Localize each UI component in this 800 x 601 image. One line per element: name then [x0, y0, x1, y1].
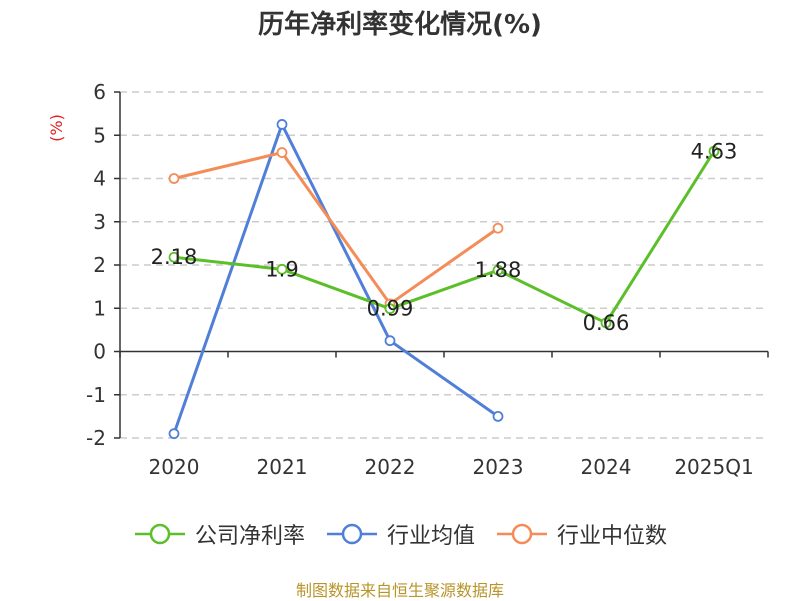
data-point: [384, 303, 396, 315]
legend-label: 公司净利率: [194, 524, 305, 549]
series-line: [173, 150, 716, 325]
data-label: 2.18: [151, 245, 198, 269]
data-label: 0.99: [367, 297, 414, 321]
chart-title: 历年净利率变化情况(%): [258, 10, 542, 40]
y-tick-label: -1: [86, 383, 106, 407]
legend-item[interactable]: 行业均值: [325, 518, 475, 550]
x-tick-label: 2020: [149, 455, 200, 479]
data-point: [276, 119, 288, 130]
y-tick-label: 1: [93, 296, 106, 320]
data-point: [276, 147, 288, 158]
y-tick-label: 2: [93, 253, 106, 277]
y-tick-label: 5: [93, 123, 106, 147]
axes: 6 5 4 3 2 1 0 -1 -2 2020 2021 2022 2023 2024 2025Q1: [86, 80, 769, 479]
x-tick-label: 2022: [365, 455, 416, 479]
legend-marker-icon: [326, 523, 377, 545]
data-point: [276, 263, 288, 275]
data-point: [492, 222, 504, 234]
legend-marker-icon: [134, 523, 185, 545]
legend: 公司净利率 行业均值 行业中位数: [0, 518, 800, 550]
data-label: 0.66: [583, 311, 630, 335]
data-point: [168, 251, 180, 263]
data-point: [168, 173, 180, 184]
data-point: [492, 410, 504, 422]
y-tick-label: 6: [93, 80, 106, 104]
y-tick-label: -2: [86, 426, 106, 450]
data-point: [168, 428, 180, 440]
data-point: [600, 317, 612, 329]
data-label: 4.63: [691, 139, 738, 163]
y-tick-label: 3: [93, 210, 106, 234]
y-tick-label: 4: [93, 167, 106, 191]
y-axis-label: (%): [47, 114, 66, 142]
y-tick-label: 0: [93, 340, 106, 364]
data-labels: 2.18 1.9 0.99 1.88 0.66 4.63: [151, 139, 738, 335]
legend-label: 行业中位数: [557, 524, 668, 549]
data-label: 1.9: [265, 257, 298, 281]
data-point: [708, 145, 720, 157]
legend-item[interactable]: 公司净利率: [133, 518, 305, 550]
source-note: 制图数据来自恒生聚源数据库: [295, 581, 504, 600]
data-point: [384, 335, 396, 347]
x-tick-label: 2021: [257, 455, 308, 479]
series-layer: [168, 119, 720, 440]
data-point: [492, 264, 504, 276]
legend-marker-icon: [497, 523, 547, 545]
data-label: 1.88: [475, 258, 522, 282]
series-line: [172, 122, 499, 435]
grid-lines: [120, 91, 768, 439]
x-tick-label: 2025Q1: [674, 455, 753, 479]
legend-label: 行业均值: [386, 524, 475, 549]
legend-item[interactable]: 行业中位数: [495, 518, 667, 550]
series-line: [173, 151, 499, 306]
x-tick-label: 2023: [473, 455, 524, 479]
x-tick-label: 2024: [581, 455, 632, 479]
